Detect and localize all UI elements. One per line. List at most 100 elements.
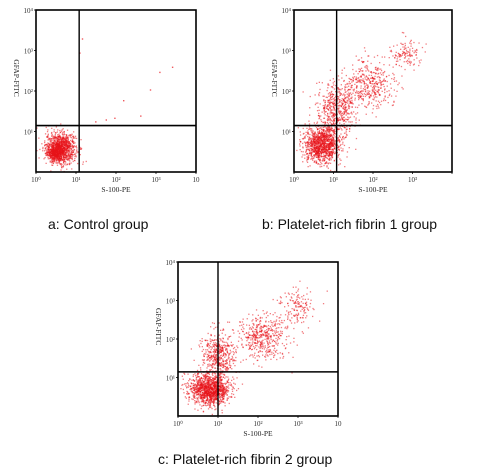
event-point: [201, 380, 203, 382]
event-point: [196, 400, 198, 402]
event-point: [194, 400, 196, 402]
event-point: [222, 398, 225, 400]
event-point: [332, 109, 334, 111]
event-point: [53, 141, 55, 144]
event-point: [397, 60, 399, 62]
event-point: [359, 68, 361, 70]
event-point: [315, 149, 317, 151]
event-point: [338, 141, 341, 143]
event-point: [75, 152, 77, 154]
event-point: [392, 72, 394, 75]
event-point: [320, 120, 323, 123]
event-point: [320, 151, 323, 154]
event-point: [210, 386, 213, 388]
event-point: [237, 388, 240, 390]
event-point: [224, 388, 226, 391]
x-tick-label: 10³: [151, 176, 160, 184]
event-point: [52, 148, 54, 151]
event-point: [327, 150, 329, 152]
event-point: [208, 391, 210, 393]
event-point: [343, 99, 345, 101]
event-point: [187, 403, 189, 405]
event-point: [62, 145, 64, 148]
event-point: [327, 139, 329, 141]
event-point: [187, 391, 189, 393]
event-point: [351, 96, 353, 98]
event-point: [209, 392, 211, 394]
event-point: [206, 400, 209, 402]
event-point: [337, 146, 339, 148]
event-point: [210, 380, 213, 383]
event-point: [56, 155, 58, 158]
event-point: [324, 150, 326, 152]
event-point: [56, 140, 58, 143]
event-point: [218, 390, 220, 392]
scatter-plot-control: 10⁰ 10¹ 10² 10³ 1010¹10²10³10⁴S-100-PEGFAP-F…: [12, 7, 200, 194]
event-point: [45, 147, 47, 150]
event-point: [324, 156, 326, 158]
event-point: [60, 157, 62, 159]
event-point: [327, 155, 329, 157]
event-point: [342, 94, 344, 96]
event-point: [181, 384, 183, 386]
event-point: [317, 149, 319, 151]
event-point: [311, 128, 313, 130]
event-point: [316, 121, 319, 123]
event-point: [401, 86, 403, 89]
event-point: [393, 74, 395, 76]
event-point: [327, 108, 330, 111]
event-point: [358, 80, 361, 82]
event-point: [333, 129, 336, 131]
event-point: [220, 380, 222, 382]
event-point: [221, 401, 223, 403]
event-point: [60, 145, 63, 148]
event-point: [398, 54, 400, 56]
event-point: [324, 140, 326, 142]
event-point: [209, 399, 212, 401]
event-point: [409, 62, 412, 64]
event-point: [201, 398, 204, 401]
event-point: [314, 143, 316, 145]
event-point: [220, 402, 222, 404]
event-point: [64, 141, 66, 143]
event-point: [346, 99, 348, 101]
event-point: [200, 382, 202, 384]
event-point: [319, 139, 321, 141]
event-point: [352, 92, 354, 94]
event-point: [203, 399, 205, 402]
event-point: [378, 68, 380, 70]
event-point: [393, 77, 396, 79]
event-point: [341, 138, 343, 140]
event-point: [341, 114, 344, 117]
event-point: [64, 145, 66, 147]
event-point: [54, 159, 56, 161]
event-point: [71, 151, 73, 153]
event-point: [351, 86, 353, 89]
event-point: [311, 130, 313, 132]
event-point: [374, 75, 376, 77]
event-point: [333, 140, 336, 142]
event-point: [353, 88, 355, 90]
event-point: [315, 148, 317, 150]
event-point: [317, 146, 319, 149]
event-point: [213, 404, 216, 407]
event-point: [303, 136, 306, 138]
event-point: [227, 391, 229, 393]
event-point: [319, 166, 321, 168]
event-point: [325, 135, 327, 137]
x-axis-label: S-100-PE: [101, 185, 131, 194]
event-point: [372, 104, 375, 107]
event-point: [339, 92, 341, 94]
event-point: [351, 101, 353, 103]
event-point: [362, 98, 364, 100]
event-point: [351, 99, 353, 101]
event-point: [52, 144, 55, 146]
event-point: [211, 383, 213, 385]
event-point: [336, 100, 339, 102]
event-point: [369, 90, 371, 92]
event-point: [309, 138, 312, 140]
event-point: [322, 135, 324, 137]
event-point: [210, 399, 212, 401]
event-point: [374, 68, 377, 70]
event-point: [391, 78, 393, 80]
